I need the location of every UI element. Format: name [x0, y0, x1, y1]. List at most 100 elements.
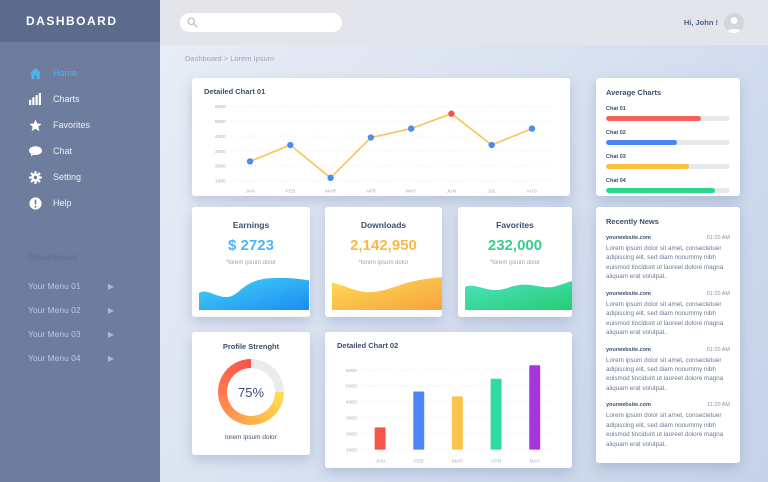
sidebar-item-your-menu-04[interactable]: Your Menu 04 ▶ — [0, 346, 160, 370]
svg-text:6000: 6000 — [346, 368, 357, 374]
profile-strength-card: Profile Strenght 75% lorem ipsum dolor — [192, 332, 310, 455]
svg-text:MAY: MAY — [406, 189, 417, 195]
progress-fill — [606, 164, 690, 169]
sidebar-item-setting[interactable]: Setting — [0, 164, 160, 190]
svg-text:3000: 3000 — [346, 416, 357, 422]
sidebar-item-your-menu-03[interactable]: Your Menu 03 ▶ — [0, 322, 160, 346]
sidebar-menu: Home Charts Favorites Chat — [0, 60, 160, 216]
svg-text:AUG: AUG — [527, 189, 538, 195]
sidebar-item-chat[interactable]: Chat — [0, 138, 160, 164]
svg-text:5000: 5000 — [215, 119, 226, 125]
search-bar[interactable] — [180, 13, 342, 32]
news-item[interactable]: yourwebsite.com 01:20 AM Lorem ipsum dol… — [606, 347, 730, 394]
svg-text:JAN: JAN — [375, 459, 385, 465]
news-body: Lorem ipsum dolor sit amet, consectetuer… — [606, 412, 724, 448]
sidebar-item-label: Home — [53, 68, 78, 78]
progress-label: Chat 03 — [606, 154, 626, 160]
progress-label: Chat 02 — [606, 130, 626, 136]
sidebar-item-charts[interactable]: Charts — [0, 86, 160, 112]
news-item[interactable]: yourwebsite.com 01:20 AM Lorem ipsum dol… — [606, 235, 730, 282]
stat-title: Earnings — [232, 220, 270, 230]
news-body: Lorem ipsum dolor sit amet, consectetuer… — [606, 300, 724, 337]
progress-track — [606, 116, 730, 121]
stat-title: Downloads — [360, 220, 407, 230]
app-title: DASHBOARD — [26, 14, 118, 28]
stat-value: 232,000 — [487, 237, 543, 254]
svg-text:APR: APR — [366, 189, 377, 195]
progress-track — [606, 140, 730, 145]
earnings-card: Earnings $ 2723 *lorem ipsum dolor — [192, 207, 310, 317]
panel-title: Recently News — [606, 217, 659, 226]
detailed-chart-01-card: Detailed Chart 01 6000 5000 4000 3000 2000 10… — [192, 78, 570, 196]
svg-text:1000: 1000 — [215, 179, 226, 185]
svg-text:MAR: MAR — [325, 189, 336, 195]
panel-title: Profile Strenght — [222, 342, 280, 351]
news-source: yourwebsite.com — [606, 402, 651, 409]
news-item[interactable]: yourwebsite.com 11:20 AM Lorem ipsum dol… — [606, 402, 730, 449]
search-input[interactable] — [198, 18, 328, 27]
chevron-right-icon: ▶ — [108, 305, 115, 315]
progress-label: Chat 01 — [606, 106, 626, 112]
sidebar-item-label: Favorites — [53, 120, 91, 130]
sidebar-item-label: Help — [53, 198, 72, 208]
chevron-right-icon: ▶ — [108, 281, 115, 291]
help-icon — [28, 196, 42, 210]
progress-track — [606, 188, 730, 193]
stat-value: 2,142,950 — [350, 237, 417, 254]
stat-note: *lorem ipsum dolor — [489, 260, 541, 266]
progress-row: Chat 04 — [606, 178, 730, 193]
detailed-chart-02-svg: 6000 5000 4000 3000 2000 1000 JAN FEB MAR APR MAY — [346, 365, 555, 465]
svg-text:4000: 4000 — [215, 134, 226, 140]
svg-text:JUL: JUL — [487, 189, 496, 195]
news-source: yourwebsite.com — [606, 290, 651, 297]
svg-text:FEB: FEB — [285, 189, 295, 195]
detailed-chart-01-svg: 6000 5000 4000 3000 2000 1000 JAN FEB MAR APR MAY J… — [215, 104, 553, 195]
profile-donut: 75% — [218, 359, 284, 425]
stat-title: Favorites — [496, 220, 534, 230]
news-time: 11:20 AM — [707, 402, 730, 409]
breadcrumb: Dashboard > Lorem Ipsum — [185, 54, 275, 63]
dev-item-label: Your Menu 04 — [28, 353, 81, 363]
news-time: 01:20 AM — [706, 346, 730, 353]
sidebar-item-label: Chat — [53, 146, 73, 156]
panel-title: Detailed Chart 02 — [337, 341, 399, 350]
sidebar-item-favorites[interactable]: Favorites — [0, 112, 160, 138]
dev-item-label: Your Menu 01 — [28, 281, 81, 291]
news-source: yourwebsite.com — [606, 346, 651, 353]
progress-fill — [606, 116, 702, 121]
earnings-sparkline — [199, 277, 310, 310]
svg-text:JAN: JAN — [245, 189, 255, 195]
stat-value: $ 2723 — [228, 237, 274, 254]
favorites-sparkline — [465, 281, 572, 310]
svg-text:APR: APR — [491, 459, 502, 465]
svg-text:3000: 3000 — [215, 149, 226, 155]
news-item[interactable]: yourwebsite.com 01:20 AM Lorem ipsum dol… — [606, 291, 730, 338]
profile-note: lorem ipsum dolor — [225, 434, 277, 441]
svg-text:JUN: JUN — [447, 189, 457, 195]
progress-track — [606, 164, 730, 169]
sidebar-header: DASHBOARD — [0, 0, 160, 42]
news-time: 01:20 AM — [706, 235, 730, 241]
svg-text:MAY: MAY — [530, 459, 541, 465]
avatar[interactable] — [724, 13, 744, 33]
progress-row: Chat 03 — [606, 154, 730, 169]
sidebar-item-home[interactable]: Home — [0, 60, 160, 86]
sidebar-item-your-menu-01[interactable]: Your Menu 01 ▶ — [0, 274, 160, 298]
sidebar-item-your-menu-02[interactable]: Your Menu 02 ▶ — [0, 298, 160, 322]
svg-text:6000: 6000 — [215, 104, 226, 110]
charts-icon — [28, 92, 42, 106]
dev-item-label: Your Menu 03 — [28, 329, 81, 339]
dev-section-label: Development — [28, 252, 79, 262]
gear-icon — [28, 170, 42, 184]
sidebar-item-help[interactable]: Help — [0, 190, 160, 216]
progress-fill — [606, 188, 716, 193]
average-charts-card: Average Charts Chat 01 Chat 02 Chat 03 C… — [596, 78, 740, 196]
profile-percent: 75% — [237, 384, 265, 400]
chevron-right-icon: ▶ — [108, 329, 115, 339]
downloads-sparkline — [332, 277, 442, 310]
home-icon — [28, 66, 42, 80]
news-source: yourwebsite.com — [606, 235, 651, 241]
chat-icon — [28, 144, 42, 158]
progress-row: Chat 01 — [606, 106, 730, 121]
